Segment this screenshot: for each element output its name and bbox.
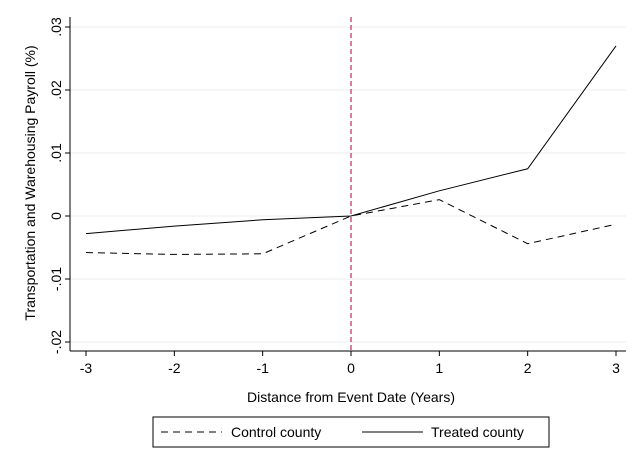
x-ticks: -3 -2 -1 0 1 2 3 — [80, 351, 620, 376]
series-lines — [85, 45, 617, 255]
x-tick-label: 2 — [524, 360, 532, 376]
y-tick-label: 0 — [48, 212, 64, 220]
x-tick-label: -2 — [168, 360, 181, 376]
y-ticks: -.02 -.01 0 .01 .02 .03 — [48, 17, 70, 354]
legend: Control county Treated county — [152, 416, 550, 448]
y-axis-label: Transportation and Warehousing Payroll (… — [22, 45, 38, 320]
series-line-control — [85, 199, 617, 255]
y-tick-label: -.01 — [48, 267, 64, 291]
x-tick-label: 0 — [347, 360, 355, 376]
legend-label-control: Control county — [231, 424, 321, 440]
x-axis-label: Distance from Event Date (Years) — [247, 389, 455, 405]
legend-box — [152, 416, 550, 448]
y-tick-label: .01 — [48, 143, 64, 163]
x-tick-label: -3 — [80, 360, 93, 376]
y-tick-label: -.02 — [48, 330, 64, 354]
legend-label-treated: Treated county — [431, 424, 524, 440]
y-tick-label: .03 — [48, 17, 64, 37]
x-tick-label: -1 — [256, 360, 269, 376]
series-line-treated — [85, 45, 617, 235]
x-tick-label: 3 — [612, 360, 620, 376]
x-tick-label: 1 — [435, 360, 443, 376]
grid-lines — [70, 26, 626, 343]
y-tick-label: .02 — [48, 80, 64, 100]
